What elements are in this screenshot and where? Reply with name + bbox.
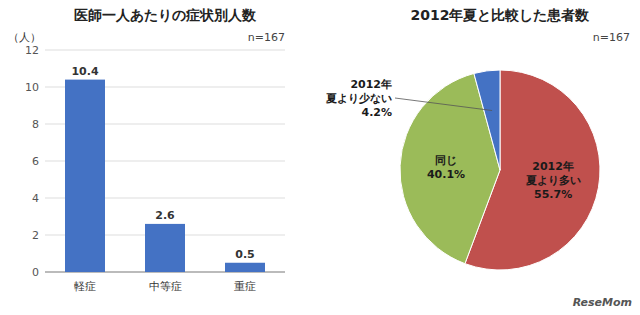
slice-label: 2012年夏より少ない4.2%: [325, 78, 392, 119]
slice-label-line: 2012年: [532, 160, 574, 173]
slice-label-line: 夏より多い: [525, 174, 581, 187]
sample-size: n=167: [248, 31, 285, 44]
slice-label-line: 4.2%: [361, 106, 392, 119]
slice-label-line: 55.7%: [534, 188, 572, 201]
chart-canvas: 医師一人あたりの症状別人数 n=167 （人） 0 2 4 6 8 10 12 10.4 軽症 2.6 中…: [0, 0, 640, 315]
slice-label-line: 40.1%: [427, 168, 465, 181]
slice-labels: 2012年夏より多い55.7%同じ40.1%2012年夏より少ない4.2%: [325, 78, 581, 201]
slice-label: 2012年夏より多い55.7%: [525, 160, 581, 201]
y-tick-label: 4: [32, 192, 39, 205]
bars: [65, 80, 265, 272]
slice-label-line: 2012年: [350, 78, 392, 91]
slice-label-line: 同じ: [435, 154, 457, 167]
bar: [65, 80, 105, 272]
bar: [225, 263, 265, 272]
grid-line: [45, 50, 285, 51]
y-tick-label: 10: [25, 81, 39, 94]
watermark: ReseMom: [573, 296, 632, 309]
pie-slice: [474, 70, 500, 170]
y-tick-label: 2: [32, 229, 39, 242]
data-label: 2.6: [155, 209, 175, 222]
bar: [145, 224, 185, 272]
slices: [400, 70, 600, 270]
slice-label: 同じ40.1%: [427, 154, 465, 181]
y-axis-label: （人）: [8, 31, 41, 44]
y-tick-label: 8: [32, 118, 39, 131]
chart-title: 2012年夏と比較した患者数: [411, 7, 591, 23]
data-label: 10.4: [71, 65, 98, 78]
data-label: 0.5: [235, 248, 255, 261]
x-tick-label: 重症: [234, 280, 256, 293]
y-tick-label: 6: [32, 155, 39, 168]
chart-title: 医師一人あたりの症状別人数: [74, 7, 257, 23]
sample-size: n=167: [593, 31, 630, 44]
slice-label-line: 夏より少ない: [325, 92, 392, 105]
pie-chart: 2012年夏と比較した患者数n=1672012年夏より多い55.7%同じ40.1…: [325, 7, 632, 309]
leader-line: [395, 98, 492, 111]
x-tick-label: 中等症: [149, 280, 182, 293]
x-tick-label: 軽症: [74, 280, 96, 293]
y-tick-label: 0: [32, 266, 39, 279]
bar-chart: 医師一人あたりの症状別人数 n=167 （人） 0 2 4 6 8 10 12 10.4 軽症 2.6 中…: [8, 7, 285, 293]
y-tick-label: 12: [25, 44, 39, 57]
